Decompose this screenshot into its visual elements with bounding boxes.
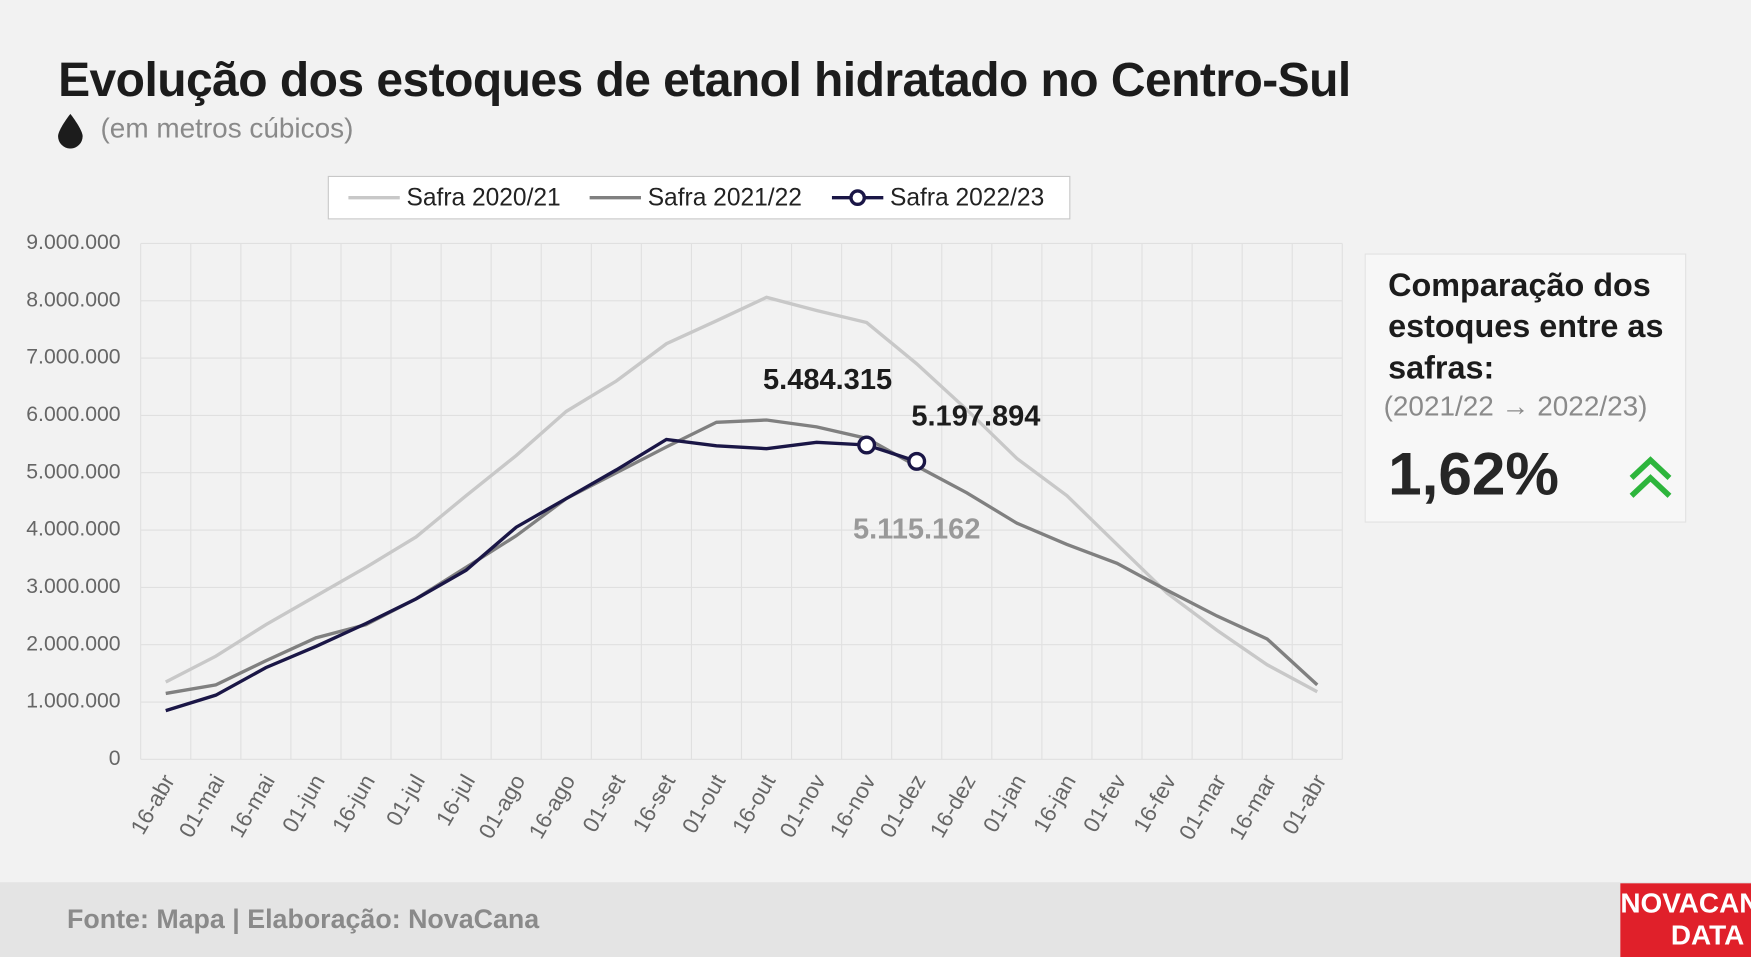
up-icon [1629,456,1672,498]
x-tick-label: 16-mai [224,770,280,842]
subtitle: (em metros cúbicos) [100,112,354,145]
legend-label: Safra 2020/21 [406,184,560,211]
x-tick-label: 16-jun [327,770,380,836]
x-tick-label: 01-abr [1277,770,1331,839]
y-tick-label: 5.000.000 [26,460,120,483]
y-tick-label: 4.000.000 [26,518,120,541]
x-tick-label: 01-nov [775,769,831,841]
point-marker [857,435,877,455]
y-tick-label: 1.000.000 [26,690,120,713]
x-tick-label: 01-mai [174,770,230,842]
logo: NOVACANADATA [1620,883,1751,957]
x-tick-label: 01-dez [875,770,931,842]
y-tick-label: 0 [109,747,121,770]
logo-bottom: DATA [1670,920,1745,952]
source: Fonte: Mapa | Elaboração: NovaCana [67,904,540,935]
y-tick-label: 3.000.000 [26,575,120,598]
comparison-panel: Comparação dos estoques entre as safras:… [1364,253,1687,523]
panel-subtitle: (2021/22 → 2022/23) [1383,390,1648,423]
data-label: 5.484.315 [763,364,892,396]
x-tick-label: 16-out [727,769,781,837]
legend-label: Safra 2022/23 [890,184,1044,211]
legend-marker [849,189,867,207]
x-tick-label: 16-fev [1128,769,1181,836]
data-label: 5.197.894 [911,401,1040,433]
x-tick-label: 01-jan [978,770,1031,836]
x-tick-label: 01-set [578,769,631,836]
x-tick-label: 01-jul [381,770,430,830]
x-tick-label: 16-mar [1224,770,1281,844]
x-tick-label: 16-ago [524,770,580,843]
drop-icon [58,113,83,149]
x-tick-label: 16-abr [126,770,180,839]
panel-value: 1,62% [1388,441,1560,509]
y-tick-label: 7.000.000 [26,346,120,369]
y-tick-label: 9.000.000 [26,231,120,254]
point-marker [907,451,927,471]
x-tick-label: 01-ago [474,770,530,843]
legend-box [327,175,1071,220]
legend-label: Safra 2021/22 [648,184,802,211]
data-label: 5.115.162 [853,514,980,546]
chart: 0 1.000.000 2.000.000 3.000.000 4.000.000 5.0… [26,175,1343,844]
y-tick-label: 2.000.000 [26,632,120,655]
x-tick-label: 16-set [628,769,681,836]
footer: Fonte: Mapa | Elaboração: NovaCana [0,882,1751,957]
x-tick-label: 16-jul [431,770,480,830]
y-tick-label: 8.000.000 [26,288,120,311]
series-line [164,295,1319,694]
title: Evolução dos estoques de etanol hidratad… [58,53,1351,108]
x-tick-label: 01-mar [1174,770,1231,844]
x-tick-label: 01-fev [1078,769,1131,836]
x-tick-label: 01-jun [277,770,330,836]
x-tick-label: 16-jan [1028,770,1081,836]
series-line [165,437,918,713]
x-tick-label: 16-nov [825,769,881,841]
panel-title: Comparação dos estoques entre as safras: [1388,268,1664,387]
x-tick-label: 16-dez [925,770,981,842]
x-tick-label: 01-out [677,769,731,837]
y-tick-label: 6.000.000 [26,403,120,426]
logo-top: NOVACANA [1620,887,1751,920]
